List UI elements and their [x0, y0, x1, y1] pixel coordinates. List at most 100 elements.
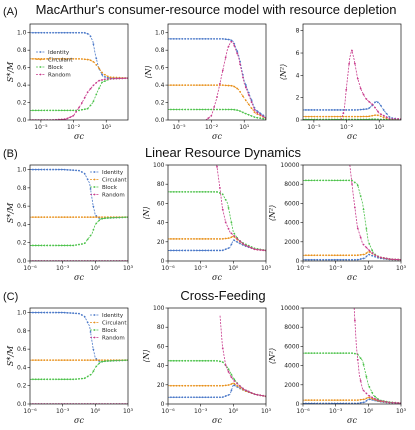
data-point-block	[83, 242, 86, 245]
data-point-random	[221, 347, 224, 350]
series-line-identity	[168, 384, 266, 398]
data-point-random	[385, 116, 388, 118]
x-axis-label: σc	[347, 132, 357, 141]
data-point-identity	[368, 398, 371, 401]
data-point-circulant	[195, 238, 198, 240]
data-point-block	[356, 184, 359, 187]
data-point-identity	[218, 396, 221, 399]
data-point-block	[181, 108, 184, 111]
data-point-circulant	[244, 99, 247, 102]
data-point-block	[325, 179, 327, 182]
legend-label-circulant: Circulant	[102, 321, 127, 327]
data-point-block	[109, 216, 112, 219]
data-point-block	[218, 360, 221, 363]
y-tick-label: 1.0	[17, 30, 27, 37]
y-tick-label: 100	[153, 162, 165, 169]
data-point-block	[169, 359, 172, 362]
data-point-identity	[52, 168, 54, 171]
data-point-identity	[92, 43, 95, 46]
data-point-identity	[60, 31, 63, 34]
data-point-block	[43, 378, 46, 381]
data-point-block	[379, 118, 382, 120]
data-point-block	[304, 118, 307, 120]
data-point-random	[216, 165, 218, 168]
data-point-random	[388, 258, 391, 260]
data-point-identity	[353, 109, 356, 111]
data-point-circulant	[242, 95, 244, 98]
data-point-block	[201, 108, 204, 111]
data-point-random	[242, 76, 244, 79]
legend-marker-random	[39, 73, 42, 76]
data-point-block	[86, 375, 89, 378]
data-point-block	[37, 378, 40, 381]
data-point-block	[316, 118, 319, 120]
data-point-circulant	[213, 84, 216, 86]
data-point-block	[325, 352, 327, 355]
series-circulant	[168, 382, 266, 398]
data-point-circulant	[333, 399, 336, 402]
data-point-circulant	[339, 115, 342, 118]
y-tick-label: 0.6	[17, 346, 27, 353]
data-point-block	[198, 108, 201, 111]
data-point-block	[72, 244, 75, 247]
data-point-identity	[221, 249, 224, 252]
data-point-block	[224, 108, 227, 111]
data-point-block	[368, 243, 371, 245]
y-tick-label: 40	[157, 363, 165, 370]
data-point-circulant	[55, 359, 57, 362]
legend-marker-identity	[39, 51, 42, 53]
data-point-random	[253, 108, 256, 111]
data-point-random	[244, 389, 247, 392]
data-point-circulant	[178, 384, 181, 387]
data-point-circulant	[57, 58, 60, 60]
series-random	[349, 165, 401, 261]
data-point-block	[319, 118, 322, 120]
legend-label-block: Block	[102, 185, 118, 191]
plot-frame	[29, 23, 129, 121]
data-point-random	[397, 258, 400, 261]
data-point-random	[227, 227, 230, 230]
data-point-identity	[55, 311, 57, 314]
legend-label-identity: Identity	[102, 313, 124, 319]
data-point-identity	[66, 311, 69, 314]
legend-marker-identity	[93, 314, 96, 316]
data-point-circulant	[75, 216, 78, 219]
y-tick-label: 0	[296, 401, 300, 408]
data-point-block	[371, 391, 374, 394]
data-point-random	[83, 96, 86, 99]
data-point-block	[121, 216, 124, 219]
data-point-block	[95, 93, 98, 96]
data-point-block	[259, 117, 262, 120]
data-point-block	[221, 361, 224, 364]
chart-panel-2-0: 10⁻⁶ 10⁻³ 10⁰ 10³ 0.0 0.2 0.4 0.6 0.8 1.0 σc S*/M Id…	[6, 307, 134, 425]
data-point-random	[353, 62, 356, 65]
data-point-circulant	[345, 399, 348, 402]
data-point-circulant	[253, 111, 256, 114]
y-tick-label: 1.0	[17, 167, 27, 174]
x-tick-label: 10³	[261, 265, 272, 272]
data-point-block	[368, 385, 371, 388]
data-point-block	[40, 244, 43, 247]
y-tick-label: 10000	[280, 305, 299, 312]
data-point-block	[37, 244, 40, 247]
data-point-block	[351, 352, 353, 355]
chart-panel-1-1: 10⁻⁶ 10⁻³ 10⁰ 10³ 0 20 40 60 80 100 σc ⟨N⟩	[142, 162, 272, 282]
data-point-circulant	[233, 85, 236, 88]
data-point-circulant	[328, 399, 330, 402]
data-point-identity	[316, 258, 319, 261]
data-point-identity	[57, 31, 60, 34]
data-point-random	[75, 110, 78, 113]
data-point-random	[377, 399, 379, 401]
data-point-identity	[184, 37, 187, 40]
plot-frame	[167, 23, 267, 121]
data-point-identity	[80, 31, 83, 34]
data-point-block	[193, 359, 195, 362]
data-point-circulant	[216, 84, 218, 86]
chart-panel-0-2: 10⁻⁵ 10⁻² 10¹ 0 2 4 6 8 σc ⟨N²⟩	[279, 23, 402, 141]
data-point-circulant	[213, 384, 216, 387]
data-point-block	[190, 359, 192, 362]
legend-marker-identity	[93, 171, 96, 173]
data-point-random	[233, 44, 236, 47]
data-point-block	[78, 109, 80, 112]
data-point-block	[187, 190, 190, 193]
